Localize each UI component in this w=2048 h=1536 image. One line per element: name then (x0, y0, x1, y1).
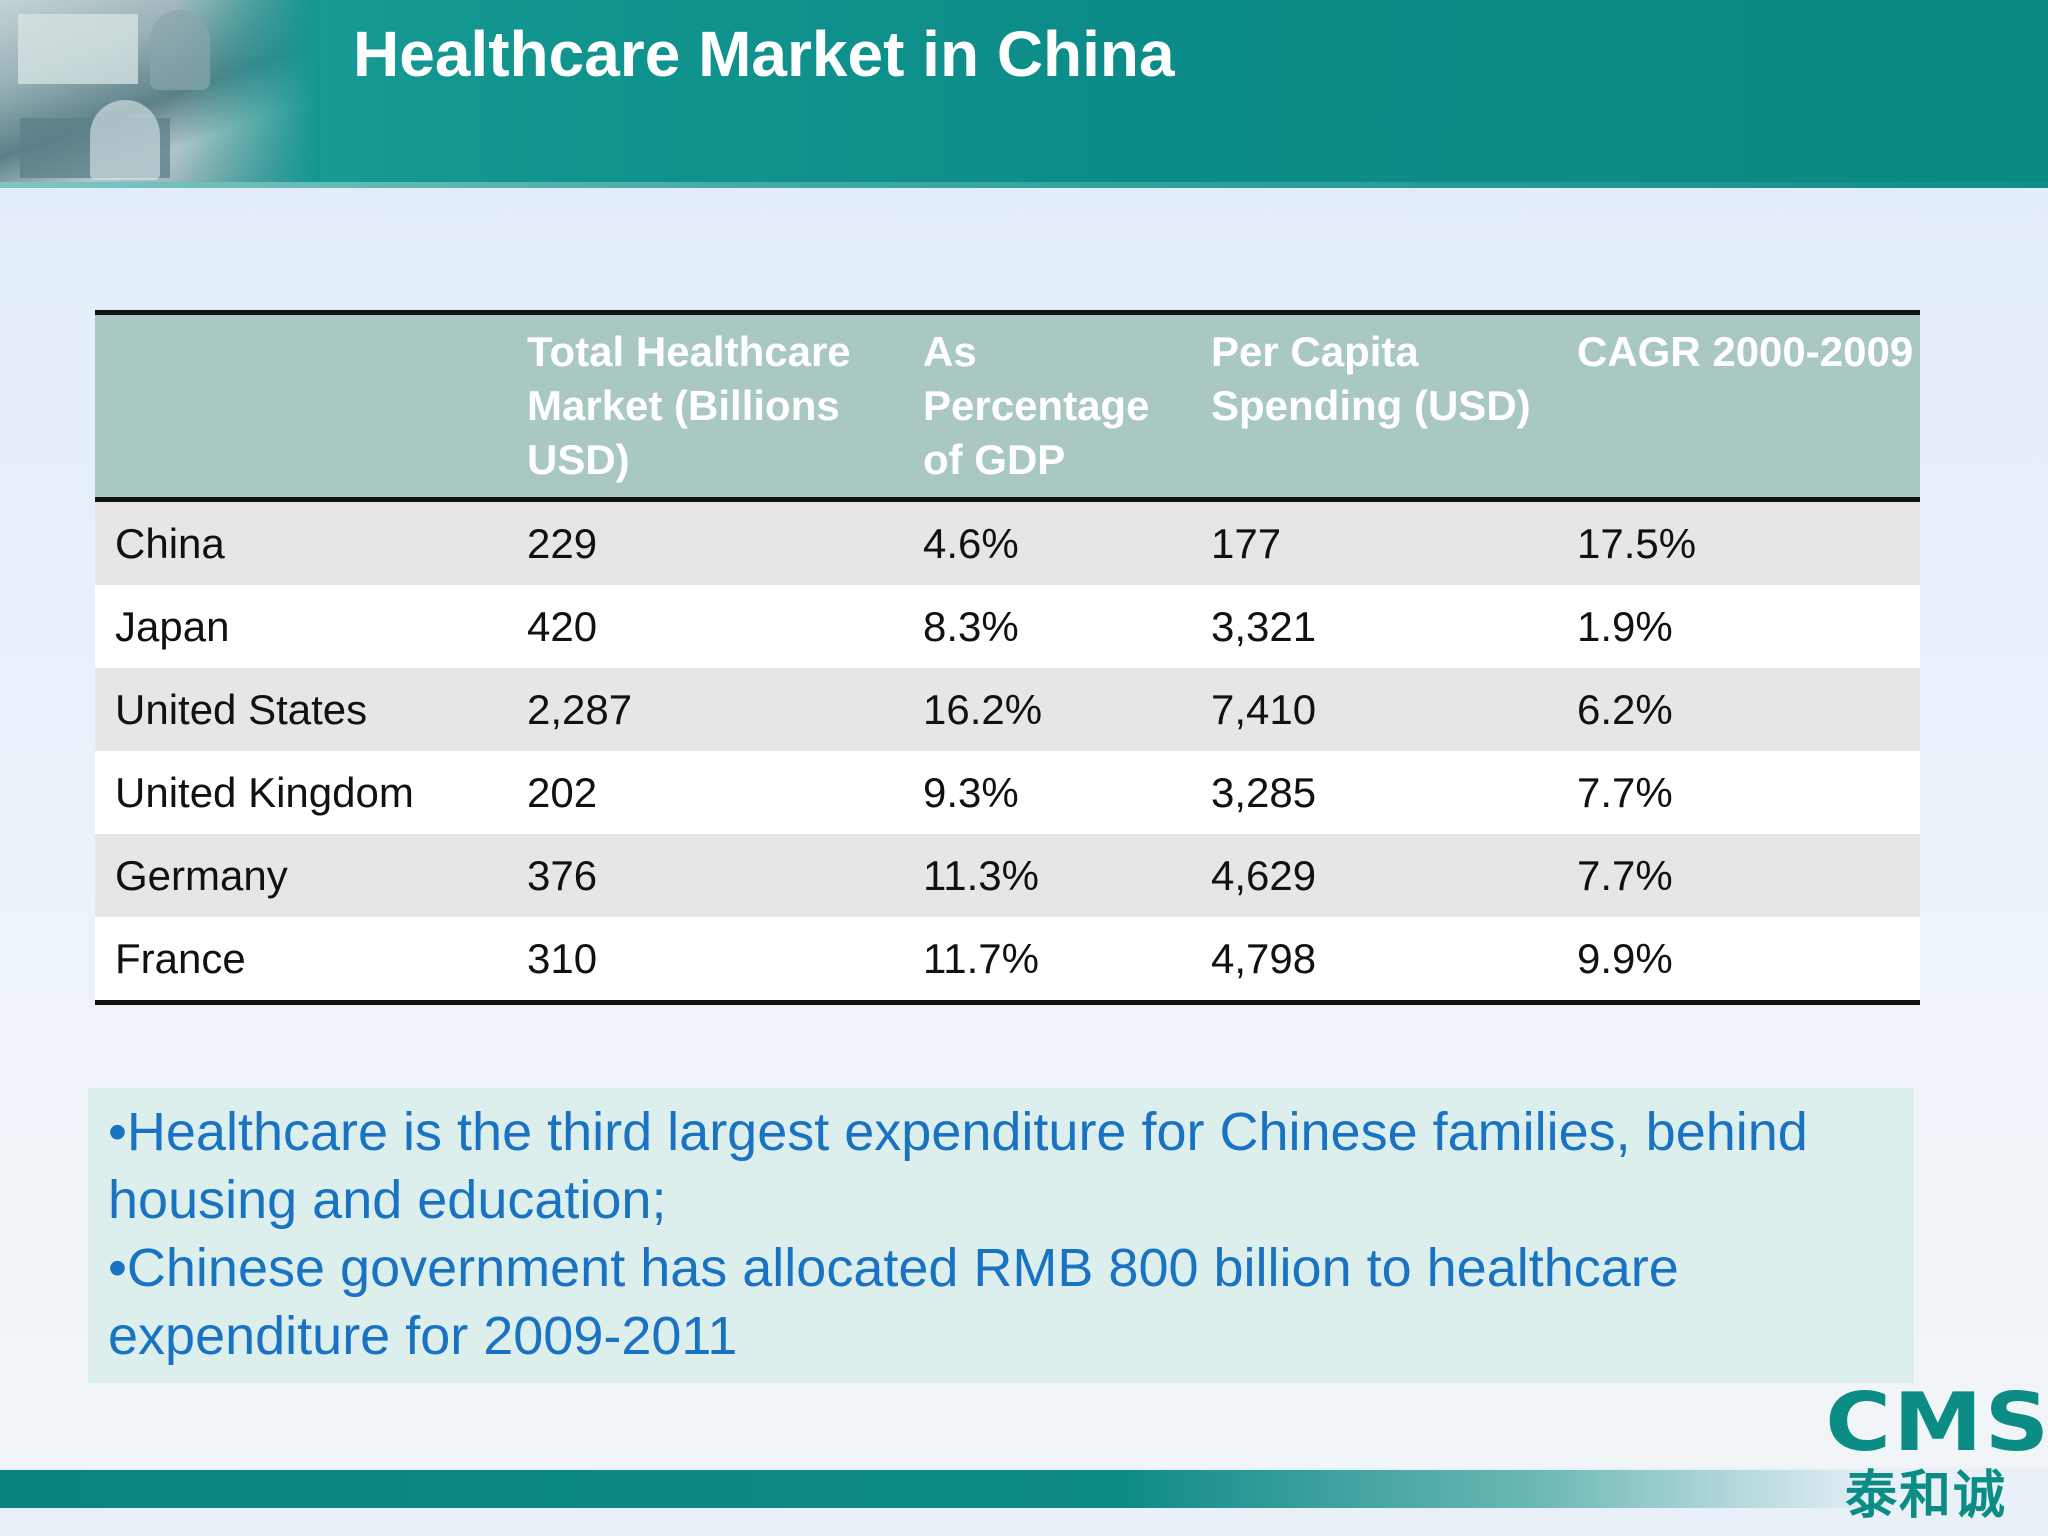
cell-percent-gdp: 8.3% (903, 585, 1191, 668)
cell-per-capita: 177 (1191, 499, 1557, 585)
header-photo-image (0, 0, 320, 188)
note-bullet: •Healthcare is the third largest expendi… (108, 1102, 1808, 1230)
footer-bar (0, 1470, 2048, 1508)
header-percent-gdp: As Percentage of GDP (903, 312, 1191, 502)
header-cagr: CAGR 2000-2009 (1557, 312, 1920, 502)
cell-percent-gdp: 16.2% (903, 668, 1191, 751)
cell-cagr: 17.5% (1557, 499, 1920, 585)
table-row: Germany 376 11.3% 4,629 7.7% (95, 834, 1920, 917)
photo-person-shape (150, 10, 210, 90)
table-row: United States 2,287 16.2% 7,410 6.2% (95, 668, 1920, 751)
header-underline (0, 182, 2048, 188)
header-total-market: Total Healthcare Market (Billions USD) (507, 312, 903, 502)
cms-logo: CMS 泰和诚 (1825, 1380, 2048, 1527)
table-row: Japan 420 8.3% 3,321 1.9% (95, 585, 1920, 668)
cell-total-market: 420 (507, 585, 903, 668)
cell-total-market: 202 (507, 751, 903, 834)
cell-per-capita: 7,410 (1191, 668, 1557, 751)
cell-country: Japan (95, 585, 507, 668)
healthcare-market-table: Total Healthcare Market (Billions USD) A… (95, 310, 1920, 1005)
cell-total-market: 310 (507, 917, 903, 1003)
cell-cagr: 7.7% (1557, 834, 1920, 917)
slide-header: Healthcare Market in China (0, 0, 2048, 188)
header-per-capita: Per Capita Spending (USD) (1191, 312, 1557, 502)
notes-box: •Healthcare is the third largest expendi… (88, 1088, 1914, 1383)
table-row: France 310 11.7% 4,798 9.9% (95, 917, 1920, 1003)
cell-percent-gdp: 11.7% (903, 917, 1191, 1003)
cell-cagr: 6.2% (1557, 668, 1920, 751)
cell-cagr: 1.9% (1557, 585, 1920, 668)
cell-percent-gdp: 11.3% (903, 834, 1191, 917)
note-bullet: •Chinese government has allocated RMB 80… (108, 1238, 1679, 1366)
photo-doctor-shape (90, 100, 160, 180)
cell-percent-gdp: 9.3% (903, 751, 1191, 834)
cell-per-capita: 3,285 (1191, 751, 1557, 834)
cell-total-market: 2,287 (507, 668, 903, 751)
cell-per-capita: 4,798 (1191, 917, 1557, 1003)
cell-percent-gdp: 4.6% (903, 499, 1191, 585)
cell-country: China (95, 499, 507, 585)
photo-equipment-shape (18, 14, 138, 84)
cell-per-capita: 4,629 (1191, 834, 1557, 917)
cell-total-market: 376 (507, 834, 903, 917)
logo-chinese-text: 泰和诚 (1844, 1466, 2007, 1526)
table-row: China 229 4.6% 177 17.5% (95, 499, 1920, 585)
cell-country: United Kingdom (95, 751, 507, 834)
cell-per-capita: 3,321 (1191, 585, 1557, 668)
table-header-row: Total Healthcare Market (Billions USD) A… (95, 312, 1920, 502)
table-row: United Kingdom 202 9.3% 3,285 7.7% (95, 751, 1920, 834)
slide-title: Healthcare Market in China (353, 18, 1175, 90)
cell-total-market: 229 (507, 499, 903, 585)
cell-cagr: 7.7% (1557, 751, 1920, 834)
logo-latin-text: CMS (1825, 1376, 2048, 1469)
cell-country: Germany (95, 834, 507, 917)
cell-cagr: 9.9% (1557, 917, 1920, 1003)
cell-country: United States (95, 668, 507, 751)
cell-country: France (95, 917, 507, 1003)
header-country (95, 312, 507, 502)
